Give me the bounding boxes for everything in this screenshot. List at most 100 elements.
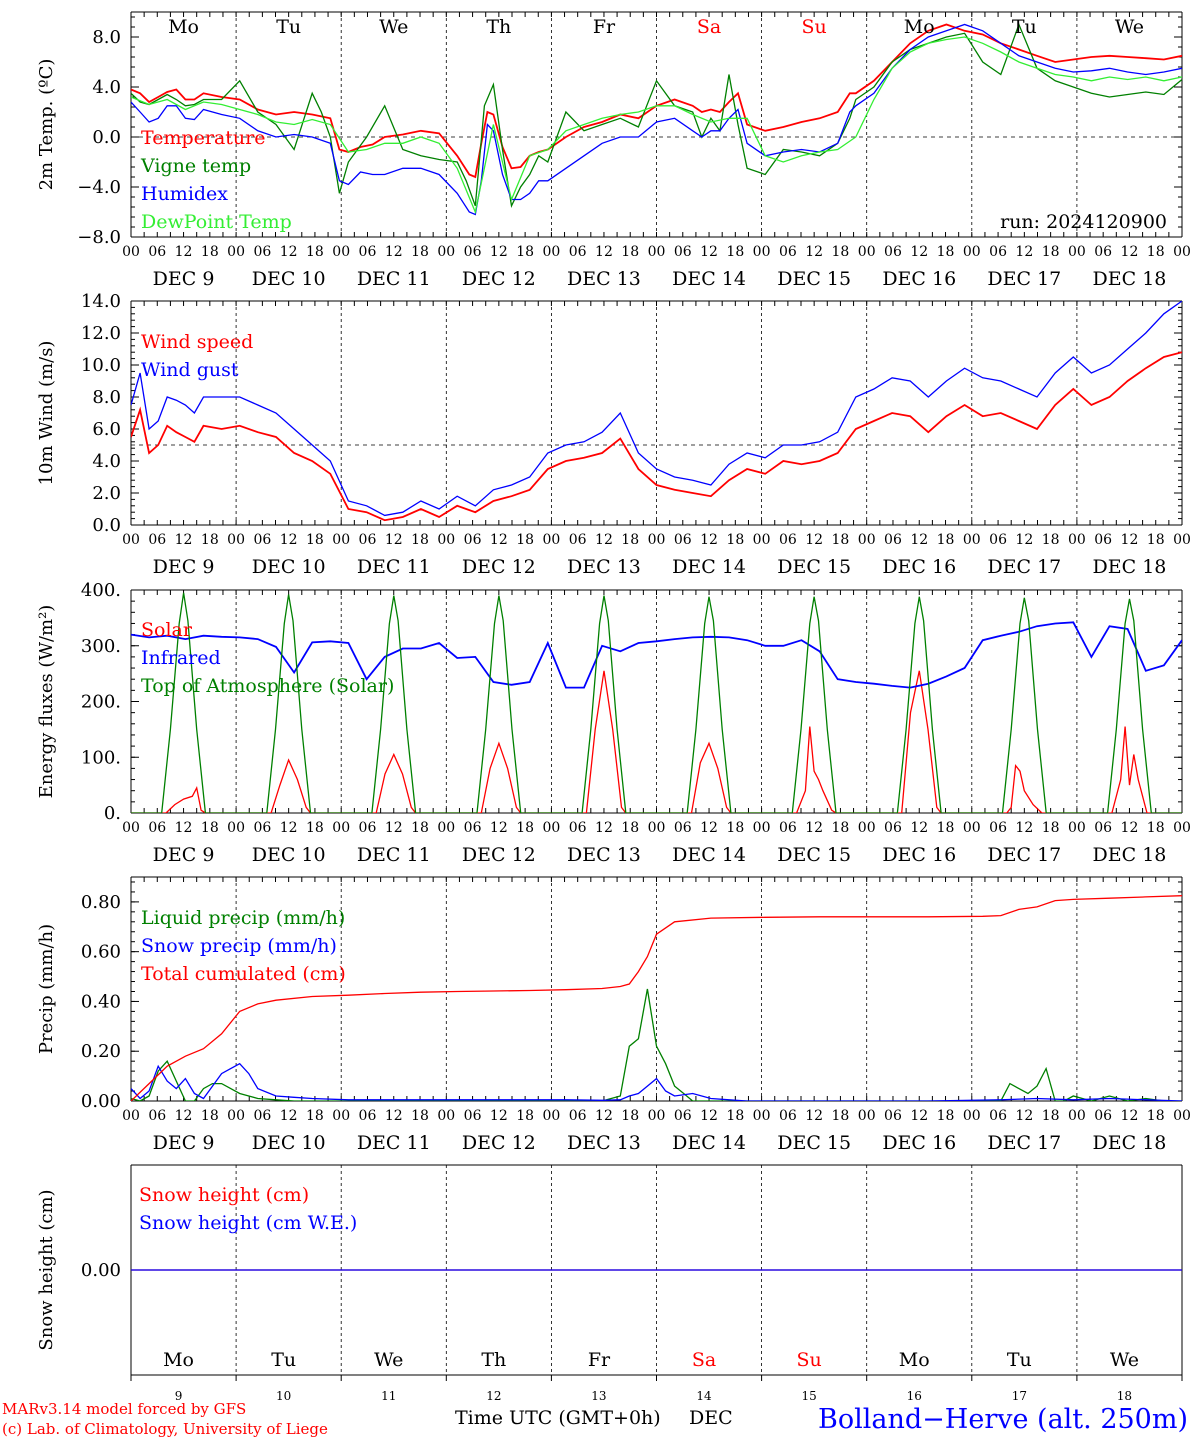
- weekday-label: Sa: [697, 16, 721, 38]
- weekday-label: Mo: [168, 16, 199, 38]
- hour-tick-label: 18: [306, 820, 324, 836]
- hour-tick-label: 00: [542, 1108, 560, 1124]
- hour-tick-label: 12: [595, 532, 613, 548]
- hour-tick-label: 12: [1121, 532, 1139, 548]
- weekday-label: Th: [486, 16, 511, 38]
- y-tick-label: 0.40: [81, 991, 121, 1012]
- hour-tick-label: 18: [516, 820, 534, 836]
- hour-tick-label: 06: [148, 1108, 166, 1124]
- hour-tick-label: 12: [805, 244, 823, 260]
- hour-tick-label: 00: [963, 244, 981, 260]
- hour-tick-label: 18: [1147, 820, 1165, 836]
- hour-tick-label: 06: [359, 532, 377, 548]
- y-tick-label: 0.00: [81, 1260, 121, 1281]
- date-label: DEC 18: [1093, 844, 1167, 866]
- series-line: [131, 36, 1182, 215]
- hour-tick-label: 12: [490, 820, 508, 836]
- hour-tick-label: 12: [385, 244, 403, 260]
- y-tick-label: 0.: [104, 803, 121, 824]
- y-axis-label: Snow height (cm): [36, 1189, 57, 1350]
- hour-tick-label: 00: [1173, 532, 1191, 548]
- day-number-label: 9: [175, 1389, 183, 1403]
- y-tick-label: 300.: [81, 636, 121, 657]
- hour-tick-label: 00: [858, 820, 876, 836]
- y-tick-label: 6.0: [92, 419, 121, 440]
- date-label: DEC 15: [777, 268, 851, 290]
- y-tick-label: 0.60: [81, 942, 121, 963]
- hour-tick-label: 06: [253, 244, 271, 260]
- date-label: DEC 12: [462, 1132, 536, 1154]
- weekday-label: Mo: [899, 1349, 930, 1371]
- weekday-label: We: [379, 16, 408, 38]
- date-label: DEC 11: [357, 844, 431, 866]
- date-label: DEC 13: [567, 844, 641, 866]
- hour-tick-label: 06: [148, 244, 166, 260]
- day-number-label: 18: [1117, 1389, 1132, 1403]
- date-label: DEC 18: [1093, 268, 1167, 290]
- x-axis-unit: DEC: [689, 1407, 733, 1429]
- panel-2: [130, 300, 1183, 526]
- date-label: DEC 16: [882, 268, 956, 290]
- hour-tick-label: 18: [306, 244, 324, 260]
- series-line: [131, 351, 1182, 522]
- y-tick-label: 400.: [81, 580, 121, 601]
- legend-entry: Snow height (cm): [139, 1184, 309, 1206]
- hour-tick-label: 12: [805, 1108, 823, 1124]
- hour-tick-label: 00: [753, 820, 771, 836]
- hour-tick-label: 00: [332, 244, 350, 260]
- hour-tick-label: 06: [1094, 1108, 1112, 1124]
- series-line: [131, 23, 1182, 216]
- hour-tick-label: 12: [490, 532, 508, 548]
- credit-line: MARv3.14 model forced by GFS: [2, 1400, 246, 1418]
- hour-tick-label: 00: [332, 1108, 350, 1124]
- date-label: DEC 11: [357, 1132, 431, 1154]
- y-tick-label: 14.0: [81, 291, 121, 312]
- day-number-label: 15: [802, 1389, 817, 1403]
- series-line: [131, 670, 1182, 813]
- hour-tick-label: 00: [227, 532, 245, 548]
- hour-tick-label: 12: [595, 244, 613, 260]
- panel-1: [130, 11, 1183, 238]
- hour-tick-label: 06: [674, 820, 692, 836]
- hour-tick-label: 06: [989, 1108, 1007, 1124]
- date-label: DEC 16: [882, 556, 956, 578]
- hour-tick-label: 06: [779, 820, 797, 836]
- hour-tick-label: 06: [884, 1108, 902, 1124]
- weekday-label: Fr: [588, 1349, 611, 1371]
- hour-tick-label: 00: [542, 820, 560, 836]
- hour-tick-label: 12: [175, 1108, 193, 1124]
- hour-tick-label: 00: [1068, 244, 1086, 260]
- weekday-label: Mo: [163, 1349, 194, 1371]
- hour-tick-label: 00: [1173, 244, 1191, 260]
- day-number-label: 13: [591, 1389, 606, 1403]
- y-tick-label: −4.0: [77, 177, 121, 198]
- hour-tick-label: 12: [595, 820, 613, 836]
- y-tick-label: 2.0: [92, 483, 121, 504]
- hour-tick-label: 06: [779, 244, 797, 260]
- hour-tick-label: 18: [832, 1108, 850, 1124]
- hour-tick-label: 06: [148, 532, 166, 548]
- date-label: DEC 9: [153, 1132, 215, 1154]
- hour-tick-label: 00: [648, 1108, 666, 1124]
- y-tick-label: 8.0: [92, 27, 121, 48]
- date-label: DEC 14: [672, 1132, 746, 1154]
- hour-tick-label: 06: [569, 1108, 587, 1124]
- date-label: DEC 15: [777, 844, 851, 866]
- hour-tick-label: 00: [963, 1108, 981, 1124]
- hour-tick-label: 00: [963, 532, 981, 548]
- date-label: DEC 15: [777, 556, 851, 578]
- hour-tick-label: 06: [359, 820, 377, 836]
- hour-tick-label: 18: [1147, 244, 1165, 260]
- hour-tick-label: 12: [700, 244, 718, 260]
- panel-3: [130, 589, 1183, 814]
- day-number-label: 14: [696, 1389, 712, 1403]
- hour-tick-label: 12: [1015, 532, 1033, 548]
- hour-tick-label: 00: [227, 820, 245, 836]
- hour-tick-label: 00: [542, 244, 560, 260]
- y-tick-label: 0.0: [92, 515, 121, 536]
- legend-entry: DewPoint Temp: [141, 211, 292, 233]
- hour-tick-label: 12: [805, 820, 823, 836]
- y-tick-label: 0.80: [81, 892, 121, 913]
- weekday-label: Su: [802, 16, 827, 38]
